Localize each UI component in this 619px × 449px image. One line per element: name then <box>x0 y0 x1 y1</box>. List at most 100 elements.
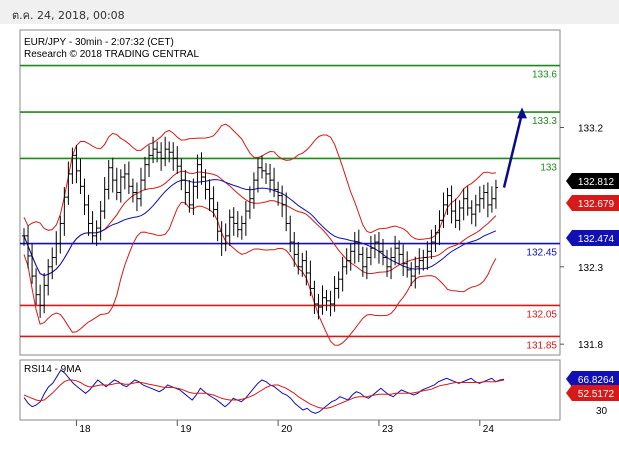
price-bar <box>368 235 373 266</box>
price-bar <box>22 228 26 246</box>
rsi-marker-box-0 <box>572 371 619 387</box>
price-bar <box>30 243 35 284</box>
price-bar <box>46 259 51 296</box>
price-bar <box>320 285 325 315</box>
price-bar <box>191 178 196 215</box>
price-bar <box>86 194 91 236</box>
level-label-0: 133.6 <box>532 70 557 81</box>
chart-title: EUR/JPY - 30min - 2:07:32 (CET) <box>24 37 174 48</box>
price-bar <box>469 200 474 225</box>
price-bar <box>74 145 79 184</box>
price-marker-box-0 <box>572 173 619 189</box>
price-bar <box>300 252 305 277</box>
price-bar <box>195 154 200 199</box>
rsi-marker-pointer-0 <box>566 371 572 387</box>
price-marker-pointer-2 <box>566 230 572 246</box>
price-bar <box>134 182 139 212</box>
price-bar <box>372 234 377 259</box>
price-bar <box>389 247 394 280</box>
price-bar <box>231 207 236 236</box>
price-bar <box>332 276 337 312</box>
chart-subtitle: Research © 2018 TRADING CENTRAL <box>24 49 199 60</box>
bollinger-upper-line <box>23 123 496 241</box>
price-bar <box>272 167 277 198</box>
price-bar <box>98 201 103 241</box>
price-bar <box>243 201 248 236</box>
price-bar <box>251 172 256 209</box>
price-bar <box>437 210 442 246</box>
rsi-title: RSI14 - 9MA <box>24 364 82 375</box>
price-bar <box>288 215 293 253</box>
price-bar <box>429 229 434 260</box>
markers-group: 132.812 132.679 132.474 66.8264 52.5172 <box>566 173 619 401</box>
rsi-marker-pointer-1 <box>566 385 572 401</box>
price-bar <box>207 179 212 212</box>
price-bar <box>413 256 418 289</box>
price-bar <box>401 244 406 277</box>
price-bar <box>457 200 462 231</box>
price-bars-group <box>22 136 498 320</box>
y-tick-label-2: 131.8 <box>578 340 603 351</box>
price-bar <box>54 231 59 266</box>
rsi-marker-label-1: 52.5172 <box>578 389 615 400</box>
price-bar <box>227 209 232 246</box>
price-bar <box>425 241 430 270</box>
price-bar <box>42 272 47 314</box>
rsi-group <box>23 369 505 414</box>
bollinger-lower-line <box>23 201 497 346</box>
price-bar <box>66 161 71 205</box>
price-bar <box>405 251 410 278</box>
x-tick-label-3: 23 <box>382 424 394 435</box>
price-bar <box>159 142 164 171</box>
price-bar <box>90 211 95 244</box>
price-bar <box>58 215 63 254</box>
price-bar <box>26 225 31 269</box>
price-bar <box>385 249 390 277</box>
y-tick-label-1: 132.3 <box>578 263 603 274</box>
price-bar <box>147 145 152 178</box>
price-bar <box>493 179 498 209</box>
price-bar <box>259 155 264 179</box>
price-bar <box>143 156 148 191</box>
price-bar <box>292 231 297 267</box>
price-bar <box>34 268 39 305</box>
price-bar <box>70 147 75 184</box>
price-bar <box>312 280 317 314</box>
price-bar <box>38 284 43 318</box>
rsi-marker-label-0: 66.8264 <box>578 375 615 386</box>
main-panel-frame <box>19 29 561 356</box>
x-tick-label-4: 24 <box>483 424 495 435</box>
price-bar <box>376 231 381 264</box>
price-marker-label-0: 132.812 <box>578 177 615 188</box>
rsi-y-tick-label-0: 30 <box>596 406 608 417</box>
price-bar <box>453 198 458 229</box>
price-bar <box>328 290 333 317</box>
price-bar <box>304 250 309 286</box>
price-bar <box>183 170 188 205</box>
level-label-5: 131.85 <box>526 340 557 351</box>
price-bar <box>118 169 123 203</box>
price-marker-label-1: 132.679 <box>578 199 615 210</box>
x-tick-label-0: 18 <box>79 424 91 435</box>
price-bar <box>336 271 341 299</box>
price-bar <box>445 187 450 215</box>
rsi-series-line-1 <box>23 379 505 409</box>
price-marker-box-2 <box>572 230 619 246</box>
price-bar <box>449 185 454 224</box>
price-bar <box>421 249 426 271</box>
price-bar <box>364 247 369 280</box>
price-bar <box>461 188 466 221</box>
price-bar <box>360 246 365 277</box>
price-bar <box>280 185 285 218</box>
axis-group: 133.2 132.3 131.8 30 18 19 20 23 24 <box>75 124 608 435</box>
moving-average-line <box>23 179 497 277</box>
price-bar <box>50 247 55 280</box>
price-bar <box>223 223 228 252</box>
price-bar <box>255 157 260 193</box>
price-bar <box>276 181 281 206</box>
price-marker-label-2: 132.474 <box>578 234 615 245</box>
price-bar <box>130 178 135 203</box>
price-bar <box>264 163 269 184</box>
price-bar <box>380 238 385 266</box>
